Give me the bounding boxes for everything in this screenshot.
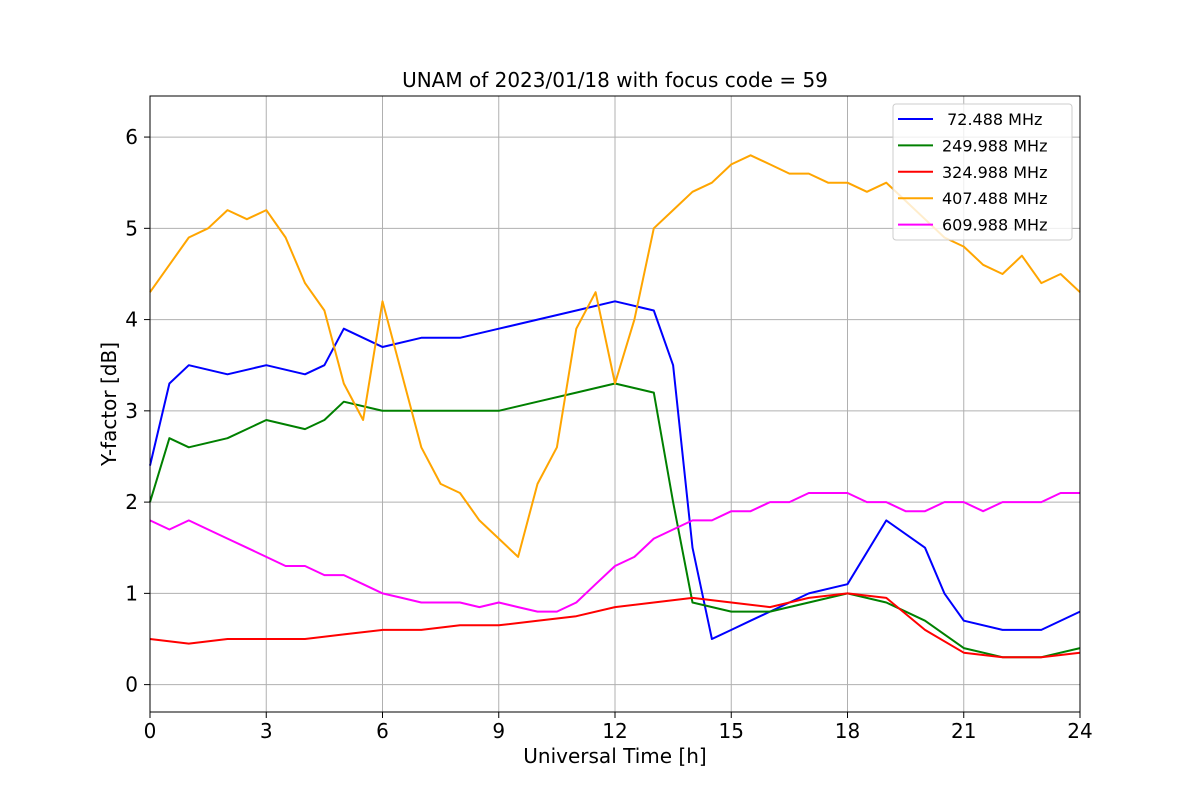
legend-label: 72.488 MHz bbox=[942, 110, 1042, 129]
legend-label: 407.488 MHz bbox=[942, 189, 1047, 208]
legend-label: 324.988 MHz bbox=[942, 163, 1047, 182]
chart-title: UNAM of 2023/01/18 with focus code = 59 bbox=[402, 68, 828, 92]
series-line-2 bbox=[149, 592, 1081, 659]
legend-box bbox=[892, 103, 1073, 241]
y-axis-title: Y-factor [dB] bbox=[97, 342, 121, 467]
x-tick-label: 9 bbox=[492, 719, 505, 743]
x-tick-label: 6 bbox=[376, 719, 389, 743]
x-tick-label: 12 bbox=[602, 719, 627, 743]
y-tick-label: 6 bbox=[125, 125, 138, 149]
y-tick-label: 5 bbox=[125, 216, 138, 240]
x-tick-label: 3 bbox=[260, 719, 273, 743]
legend-label: 609.988 MHz bbox=[942, 216, 1047, 235]
y-tick-label: 3 bbox=[125, 399, 138, 423]
series-line-4 bbox=[149, 492, 1080, 613]
y-tick-label: 2 bbox=[125, 490, 138, 514]
x-tick-label: 15 bbox=[719, 719, 744, 743]
series-line-1 bbox=[149, 382, 1081, 659]
x-tick-label: 0 bbox=[144, 719, 157, 743]
x-tick-label: 24 bbox=[1067, 719, 1092, 743]
series-line-0 bbox=[149, 300, 1081, 640]
x-axis-title: Universal Time [h] bbox=[523, 744, 706, 768]
legend: 72.488 MHz 249.988 MHz 324.988 MHz 407.488 … bbox=[892, 103, 1073, 241]
y-tick-label: 0 bbox=[125, 673, 138, 697]
x-tick-label: 18 bbox=[835, 719, 860, 743]
y-tick-label: 1 bbox=[125, 581, 138, 605]
y-tick-label: 4 bbox=[125, 308, 138, 332]
legend-label: 249.988 MHz bbox=[942, 136, 1047, 155]
x-tick-label: 21 bbox=[951, 719, 976, 743]
